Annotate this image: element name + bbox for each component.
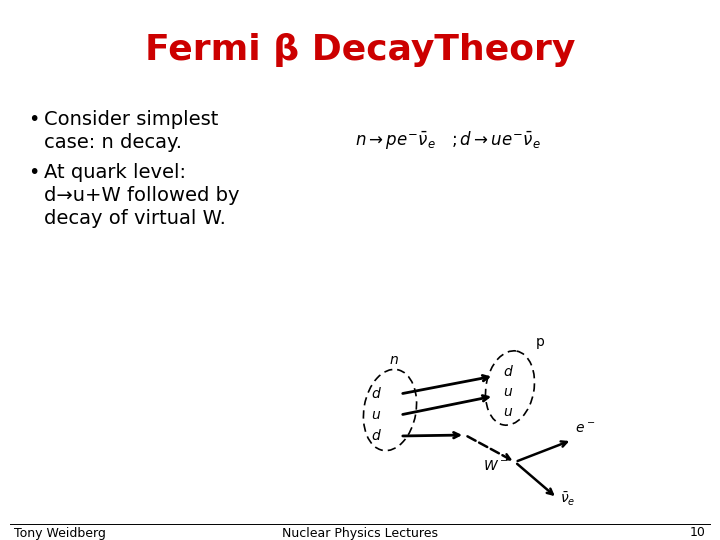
Text: $e^-$: $e^-$ xyxy=(575,422,595,436)
Text: u: u xyxy=(372,408,380,422)
Text: Nuclear Physics Lectures: Nuclear Physics Lectures xyxy=(282,526,438,539)
Text: d→u+W followed by: d→u+W followed by xyxy=(44,186,240,205)
Text: •: • xyxy=(28,110,40,129)
Text: d: d xyxy=(372,429,380,443)
Text: Consider simplest: Consider simplest xyxy=(44,110,218,129)
Text: 10: 10 xyxy=(690,526,706,539)
Text: d: d xyxy=(372,387,380,401)
Text: u: u xyxy=(503,405,513,419)
Text: $W^-$: $W^-$ xyxy=(483,459,508,473)
Text: •: • xyxy=(28,163,40,182)
Text: d: d xyxy=(503,365,513,379)
Text: Fermi β DecayTheory: Fermi β DecayTheory xyxy=(145,33,575,67)
Text: p: p xyxy=(536,335,544,349)
Text: At quark level:: At quark level: xyxy=(44,163,186,182)
Text: decay of virtual W.: decay of virtual W. xyxy=(44,209,226,228)
Text: case: n decay.: case: n decay. xyxy=(44,133,182,152)
Text: $\mathbf{\mathit{n \rightarrow pe^{-}\bar{\nu}_{e}}}$$\quad \mathbf{\mathit{;d \: $\mathbf{\mathit{n \rightarrow pe^{-}\ba… xyxy=(355,129,541,151)
Text: Tony Weidberg: Tony Weidberg xyxy=(14,526,106,539)
Text: n: n xyxy=(390,353,398,367)
Text: $\bar{\nu}_{e}$: $\bar{\nu}_{e}$ xyxy=(560,491,575,508)
Text: u: u xyxy=(503,385,513,399)
